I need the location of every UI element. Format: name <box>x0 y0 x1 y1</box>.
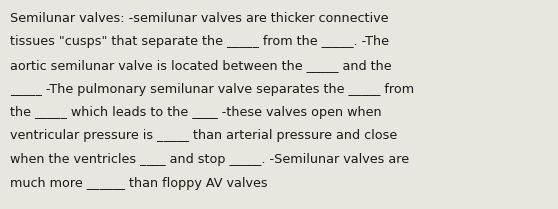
Text: much more ______ than floppy AV valves: much more ______ than floppy AV valves <box>10 176 268 190</box>
Text: Semilunar valves: -semilunar valves are thicker connective: Semilunar valves: -semilunar valves are … <box>10 12 388 25</box>
Text: ventricular pressure is _____ than arterial pressure and close: ventricular pressure is _____ than arter… <box>10 130 397 143</box>
Text: tissues "cusps" that separate the _____ from the _____. -The: tissues "cusps" that separate the _____ … <box>10 36 389 48</box>
Text: when the ventricles ____ and stop _____. -Semilunar valves are: when the ventricles ____ and stop _____.… <box>10 153 409 166</box>
Text: aortic semilunar valve is located between the _____ and the: aortic semilunar valve is located betwee… <box>10 59 392 72</box>
Text: _____ -The pulmonary semilunar valve separates the _____ from: _____ -The pulmonary semilunar valve sep… <box>10 83 414 96</box>
Text: the _____ which leads to the ____ -these valves open when: the _____ which leads to the ____ -these… <box>10 106 382 119</box>
